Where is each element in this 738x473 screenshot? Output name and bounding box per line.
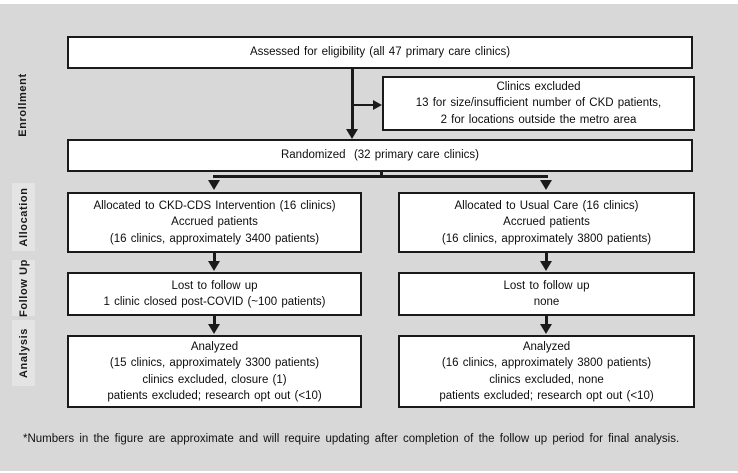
box-line: 13 for size/insufficient number of CKD p… bbox=[415, 97, 662, 110]
box-line: patients excluded; research opt out (<10… bbox=[439, 390, 654, 402]
arrow-followup-to-analysis-right-head bbox=[540, 324, 552, 334]
arrow-assessed-to-randomized-line bbox=[351, 69, 354, 130]
box-line: Assessed for eligibility (all 47 primary… bbox=[249, 46, 511, 59]
box-line: (16 clinics, approximately 3800 patients… bbox=[441, 357, 652, 369]
box-line: Allocated to CKD-CDS Intervention (16 cl… bbox=[93, 199, 336, 212]
box-line: Analyzed bbox=[190, 340, 239, 353]
box-randomized: Randomized (32 primary care clinics) bbox=[67, 139, 693, 172]
phase-label-enrollment: Enrollment bbox=[17, 73, 29, 137]
box-analyzed-usual-care: Analyzed (16 clinics, approximately 3800… bbox=[398, 335, 695, 408]
box-line: Lost to follow up bbox=[503, 279, 590, 292]
box-allocated-usual-care: Allocated to Usual Care (16 clinics) Acc… bbox=[398, 192, 695, 253]
box-line: clinics excluded, none bbox=[489, 373, 604, 386]
box-line: Randomized (32 primary care clinics) bbox=[280, 149, 479, 162]
box-line: clinics excluded, closure (1) bbox=[142, 373, 287, 386]
box-line: Accrued patients bbox=[503, 216, 590, 229]
box-analyzed-intervention: Analyzed (15 clinics, approximately 3300… bbox=[67, 335, 362, 408]
phase-band-allocation bbox=[12, 183, 35, 251]
arrow-alloc-to-followup-left-head bbox=[208, 261, 220, 271]
footnote-text: *Numbers in the figure are approximate a… bbox=[23, 433, 680, 445]
arrow-alloc-to-followup-right-head bbox=[540, 261, 552, 271]
box-lost-followup-intervention: Lost to follow up 1 clinic closed post-C… bbox=[67, 272, 362, 316]
box-line: 2 for locations outside the metro area bbox=[440, 113, 637, 126]
box-allocated-intervention: Allocated to CKD-CDS Intervention (16 cl… bbox=[67, 192, 362, 253]
consort-flow-diagram: Enrollment Allocation Follow Up Analysis… bbox=[0, 4, 738, 471]
arrow-branch-excluded-line bbox=[353, 104, 374, 106]
box-line: Accrued patients bbox=[171, 216, 258, 229]
connector-randomized-crossbar bbox=[213, 175, 548, 178]
connector-randomized-stub bbox=[380, 172, 383, 177]
box-line: Clinics excluded bbox=[496, 80, 581, 93]
phase-label-analysis: Analysis bbox=[18, 327, 30, 379]
box-assessed-eligibility: Assessed for eligibility (all 47 primary… bbox=[67, 36, 693, 69]
box-lost-followup-usual-care: Lost to follow up none bbox=[398, 272, 695, 316]
arrow-split-left-head bbox=[208, 180, 220, 190]
box-line: Allocated to Usual Care (16 clinics) bbox=[454, 199, 639, 212]
phase-band-analysis bbox=[12, 320, 35, 386]
box-line: (16 clinics, approximately 3400 patients… bbox=[109, 232, 320, 245]
box-line: (16 clinics, approximately 3800 patients… bbox=[441, 232, 652, 245]
box-line: none bbox=[533, 296, 560, 308]
arrow-split-right-head bbox=[540, 180, 552, 190]
arrow-followup-to-analysis-left-line bbox=[213, 316, 216, 326]
arrow-followup-to-analysis-right-line bbox=[545, 316, 548, 326]
box-line: 1 clinic closed post-COVID (~100 patient… bbox=[103, 296, 326, 308]
arrow-branch-excluded-head bbox=[373, 100, 382, 110]
arrow-followup-to-analysis-left-head bbox=[208, 324, 220, 334]
box-line: patients excluded; research opt out (<10… bbox=[107, 390, 322, 402]
box-clinics-excluded: Clinics excluded 13 for size/insufficien… bbox=[382, 76, 695, 131]
arrow-alloc-to-followup-left-line bbox=[213, 253, 216, 263]
box-line: Lost to follow up bbox=[171, 279, 258, 292]
arrow-assessed-to-randomized-head bbox=[346, 129, 358, 139]
box-line: (15 clinics, approximately 3300 patients… bbox=[109, 357, 320, 369]
box-line: Analyzed bbox=[522, 340, 571, 353]
phase-band-follow-up bbox=[12, 260, 35, 316]
arrow-alloc-to-followup-right-line bbox=[545, 253, 548, 263]
